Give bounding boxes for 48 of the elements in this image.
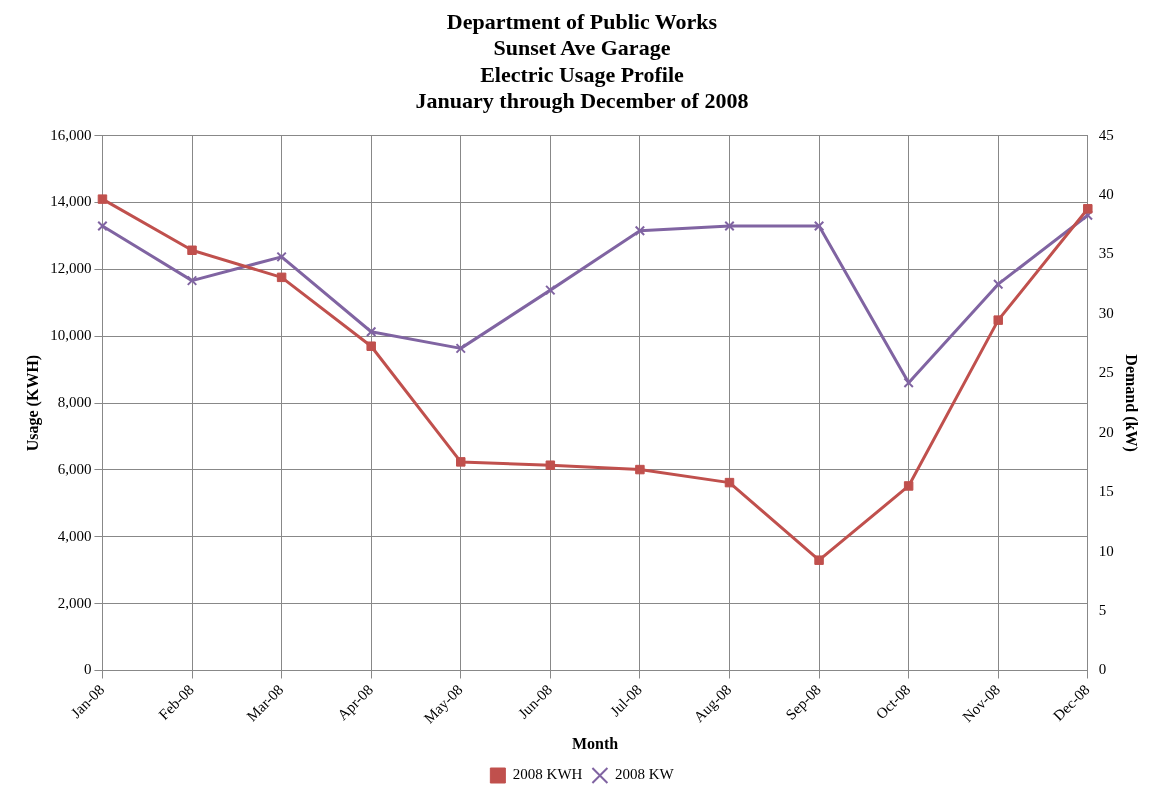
point — [187, 245, 197, 256]
y-tick-label: 12,000 — [50, 260, 92, 277]
point — [814, 555, 824, 565]
y-tick-label: 4,000 — [57, 527, 92, 544]
point — [366, 341, 376, 351]
y-axis-title: Usage (KWH) — [23, 354, 42, 452]
y-tick-label: 0 — [83, 661, 92, 678]
point — [903, 377, 914, 389]
point — [1083, 204, 1093, 214]
point — [545, 460, 556, 470]
y2-tick-label: 45 — [1098, 126, 1114, 143]
y2-tick-label: 10 — [1098, 542, 1114, 559]
point — [455, 343, 466, 354]
point — [993, 315, 1003, 325]
legend-label: 2008 KWH — [512, 766, 583, 783]
y2-tick-label: 20 — [1098, 423, 1114, 440]
point — [97, 220, 108, 232]
point — [992, 278, 1004, 290]
y2-tick-label: 15 — [1098, 483, 1114, 500]
point — [724, 477, 735, 488]
point — [724, 220, 735, 232]
y2-tick-label: 30 — [1098, 304, 1114, 321]
y-tick-label: 6,000 — [57, 460, 92, 477]
point — [276, 272, 287, 283]
y-tick-label: 8,000 — [57, 393, 92, 410]
y2-tick-label: 25 — [1098, 364, 1114, 381]
x-axis-title: Month — [572, 734, 619, 752]
legend-label: 2008 KW — [614, 766, 675, 783]
point — [634, 225, 646, 236]
point — [903, 481, 914, 491]
point — [186, 275, 198, 286]
point — [813, 220, 825, 232]
y-tick-label: 10,000 — [50, 327, 92, 344]
point — [456, 457, 466, 467]
point — [635, 464, 645, 475]
chart-title: Department of Public Works Sunset Ave Garage Electric Usage Profile January through December of 2008 — [415, 8, 749, 114]
y-tick-label: 14,000 — [50, 193, 92, 210]
point — [276, 251, 287, 263]
y2-axis-title: Demand (kW) — [1122, 354, 1141, 452]
y2-tick-label: 0 — [1098, 661, 1107, 678]
y-tick-label: 16,000 — [50, 126, 92, 143]
y2-tick-label: 35 — [1098, 245, 1114, 262]
y2-tick-label: 40 — [1098, 185, 1114, 202]
y-tick-label: 2,000 — [57, 594, 92, 611]
point — [97, 194, 108, 204]
y2-tick-label: 5 — [1098, 602, 1107, 618]
point — [365, 326, 377, 337]
point — [545, 284, 556, 296]
